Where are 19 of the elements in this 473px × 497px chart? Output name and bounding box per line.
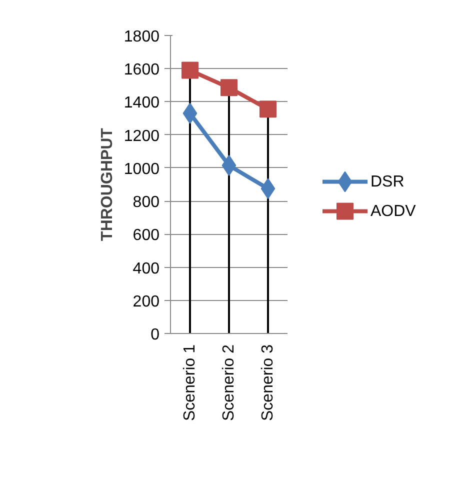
x-tick-label: Scenerio 2 <box>220 344 238 421</box>
y-tick-label: 0 <box>150 326 160 344</box>
x-tick-label: Scenerio 1 <box>182 344 198 421</box>
y-tick-label: 400 <box>132 260 160 278</box>
y-tick-label: 1000 <box>124 160 160 178</box>
legend-label: DSR <box>370 173 404 190</box>
y-tick-label: 1600 <box>124 62 160 79</box>
y-tick-label: 600 <box>132 227 160 244</box>
y-tick-label: 1400 <box>124 94 160 112</box>
legend-label: AODV <box>370 202 416 220</box>
x-tick-label: Scenerio 3 <box>260 344 276 421</box>
point <box>182 62 198 79</box>
y-tick-label: 1800 <box>124 28 160 46</box>
y-tick-label: 1200 <box>124 128 160 145</box>
y-axis-title: THROUGHPUT <box>98 128 116 241</box>
point <box>260 100 276 118</box>
y-tick-label: 800 <box>132 194 160 212</box>
y-tick-label: 200 <box>132 293 160 310</box>
point <box>220 79 238 96</box>
